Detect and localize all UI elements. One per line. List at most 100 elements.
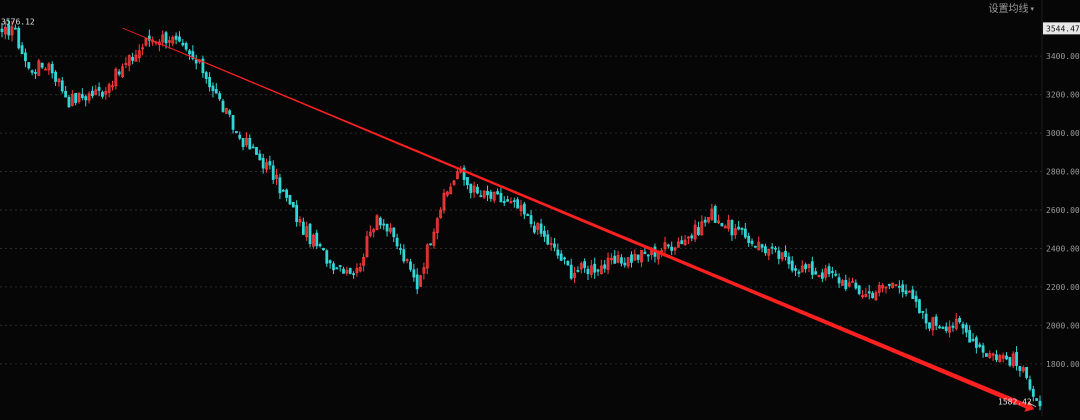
candle-body xyxy=(958,318,962,323)
candle xyxy=(0,22,4,38)
candle xyxy=(864,288,868,298)
candle xyxy=(640,249,643,268)
candle-body xyxy=(961,323,965,329)
candle xyxy=(496,188,499,195)
candle xyxy=(918,298,921,314)
candle-body xyxy=(814,271,818,275)
candle xyxy=(328,259,332,269)
candle-body xyxy=(948,326,951,333)
candle xyxy=(512,197,516,208)
candle xyxy=(305,221,309,241)
candle-body xyxy=(482,190,486,198)
candle-body xyxy=(234,131,238,133)
candle-body xyxy=(342,268,345,274)
candle xyxy=(422,262,426,280)
candle-body xyxy=(703,219,707,223)
candle-body xyxy=(47,63,51,71)
candle-body xyxy=(673,247,677,251)
candle-body xyxy=(258,153,262,161)
candle-body xyxy=(442,192,446,211)
candle-body xyxy=(723,225,727,229)
candle-body xyxy=(730,219,734,236)
candle xyxy=(750,238,754,247)
candle xyxy=(174,32,178,45)
candle-body xyxy=(208,76,212,88)
candle-body xyxy=(399,248,402,250)
candle xyxy=(144,37,148,47)
candle-body xyxy=(345,270,349,274)
candle-body xyxy=(30,70,34,73)
candle-body xyxy=(1025,366,1029,378)
candle-body xyxy=(425,244,429,269)
candle xyxy=(234,131,238,134)
candle-body xyxy=(328,260,332,264)
candle-body xyxy=(630,254,633,263)
candle-body xyxy=(295,204,299,223)
candle-body xyxy=(877,285,881,293)
candle-body xyxy=(479,195,483,198)
candle xyxy=(462,165,466,186)
candle-body xyxy=(944,326,948,331)
candle-body xyxy=(368,231,372,236)
candle xyxy=(258,149,262,161)
candle xyxy=(442,189,446,214)
candle xyxy=(281,188,285,192)
candle-body xyxy=(991,353,995,356)
candle xyxy=(315,229,319,249)
candle xyxy=(844,274,848,292)
candle xyxy=(445,190,449,198)
candle-body xyxy=(516,199,520,209)
candle xyxy=(794,265,797,276)
candle xyxy=(549,237,553,251)
candle xyxy=(228,109,232,118)
candle xyxy=(683,235,687,247)
candle xyxy=(908,290,911,293)
candle-body xyxy=(998,355,1002,362)
candle-body xyxy=(111,85,114,88)
candle xyxy=(91,86,94,99)
candle-body xyxy=(285,189,289,198)
candle xyxy=(713,204,717,224)
candle xyxy=(409,258,412,272)
candle-body xyxy=(817,274,821,277)
candle xyxy=(489,189,493,202)
candle-body xyxy=(995,354,998,361)
candle xyxy=(522,201,526,219)
candle-body xyxy=(104,91,108,95)
candle xyxy=(37,58,41,76)
candle-body xyxy=(184,43,188,50)
candle xyxy=(171,35,175,47)
candle-body xyxy=(697,227,700,235)
candle-body xyxy=(278,177,282,194)
candle-body xyxy=(643,251,647,254)
candle xyxy=(44,67,47,71)
downtrend-line[interactable] xyxy=(122,27,1027,409)
candle-body xyxy=(27,62,31,69)
candle-body xyxy=(884,286,888,289)
candle-body xyxy=(690,235,694,239)
candle-body xyxy=(332,263,335,271)
candle xyxy=(131,52,134,65)
candle xyxy=(536,222,540,235)
ma-settings-button[interactable]: 设置均线 ▾ xyxy=(988,0,1034,15)
candle-body xyxy=(599,265,603,275)
candle-body xyxy=(847,282,851,287)
candle xyxy=(563,256,566,265)
candle xyxy=(178,31,181,43)
candle xyxy=(814,267,818,275)
candle xyxy=(881,283,885,293)
candle xyxy=(355,263,359,277)
candle xyxy=(224,107,228,114)
candle xyxy=(981,342,985,358)
candle xyxy=(693,219,697,243)
candle-body xyxy=(804,264,808,270)
candle-body xyxy=(897,285,901,288)
candle xyxy=(891,282,895,289)
candle-body xyxy=(164,32,168,44)
candle xyxy=(107,82,111,98)
candle xyxy=(70,90,74,107)
candle xyxy=(211,82,215,98)
candle xyxy=(576,266,580,273)
